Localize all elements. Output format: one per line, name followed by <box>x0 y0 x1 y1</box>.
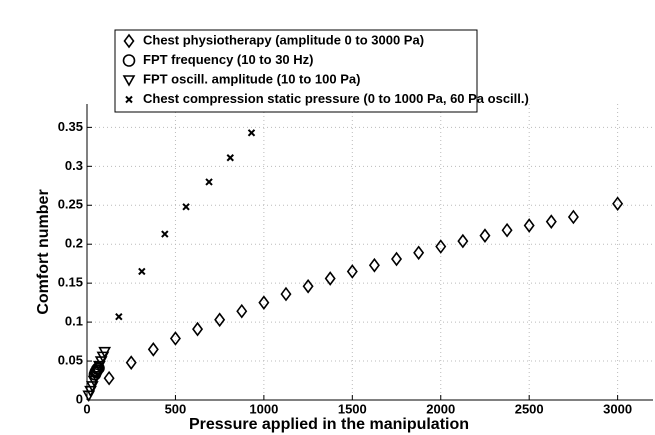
marker-cross <box>247 129 256 137</box>
marker-cross <box>138 267 146 276</box>
x-tick-label: 2000 <box>426 401 455 416</box>
y-tick-label: 0.1 <box>65 314 83 329</box>
marker-cross <box>226 154 234 162</box>
marker-diamond <box>391 251 403 267</box>
marker-diamond <box>214 312 226 328</box>
marker-diamond <box>368 257 380 273</box>
marker-cross <box>205 178 213 186</box>
marker-diamond <box>192 321 204 337</box>
legend-label: FPT oscill. amplitude (10 to 100 Pa) <box>143 71 360 86</box>
marker-diamond <box>413 245 425 261</box>
legend-label: Chest physiotherapy (amplitude 0 to 3000… <box>143 32 424 47</box>
marker-cross <box>161 230 169 238</box>
y-tick-label: 0.15 <box>58 275 83 290</box>
marker-diamond <box>457 233 469 249</box>
x-tick-label: 1000 <box>249 401 278 416</box>
y-tick-label: 0.25 <box>58 197 83 212</box>
marker-diamond <box>501 222 513 238</box>
legend-box <box>114 29 478 113</box>
marker-diamond <box>324 271 336 286</box>
y-tick-label: 0.2 <box>65 236 83 251</box>
marker-cross <box>182 203 190 211</box>
marker-diamond <box>123 33 135 49</box>
marker-cross <box>115 312 123 321</box>
y-tick-label: 0.35 <box>58 119 83 134</box>
marker-diamond <box>346 264 358 279</box>
legend-label: Chest compression static pressure (0 to … <box>143 91 529 106</box>
marker-triangle <box>98 346 112 359</box>
marker-circle <box>122 54 136 67</box>
marker-diamond <box>169 331 181 346</box>
marker-diamond <box>280 286 292 302</box>
y-tick-label: 0.05 <box>58 352 83 367</box>
marker-diamond <box>435 239 447 254</box>
marker-diamond <box>545 214 557 229</box>
marker-diamond <box>103 370 115 386</box>
x-tick-label: 0 <box>83 401 90 416</box>
marker-diamond <box>147 342 159 357</box>
legend-label: FPT frequency (10 to 30 Hz) <box>143 52 313 67</box>
x-tick-label: 2500 <box>515 401 544 416</box>
marker-diamond <box>612 196 624 212</box>
y-axis-label: Comfort number <box>35 189 52 314</box>
marker-diamond <box>479 228 491 243</box>
x-tick-label: 1500 <box>338 401 367 416</box>
marker-triangle <box>122 75 136 87</box>
marker-diamond <box>236 303 248 319</box>
plot-area <box>87 104 653 400</box>
x-axis-label: Pressure applied in the manipulation <box>189 416 469 433</box>
marker-diamond <box>523 218 535 233</box>
marker-diamond <box>302 278 314 294</box>
y-tick-label: 0 <box>76 391 83 406</box>
y-tick-label: 0.3 <box>65 158 83 173</box>
x-tick-label: 500 <box>165 401 187 416</box>
marker-diamond <box>125 355 137 370</box>
x-tick-label: 3000 <box>603 401 632 416</box>
marker-cross <box>125 95 133 104</box>
marker-diamond <box>258 295 270 310</box>
marker-diamond <box>567 209 579 225</box>
